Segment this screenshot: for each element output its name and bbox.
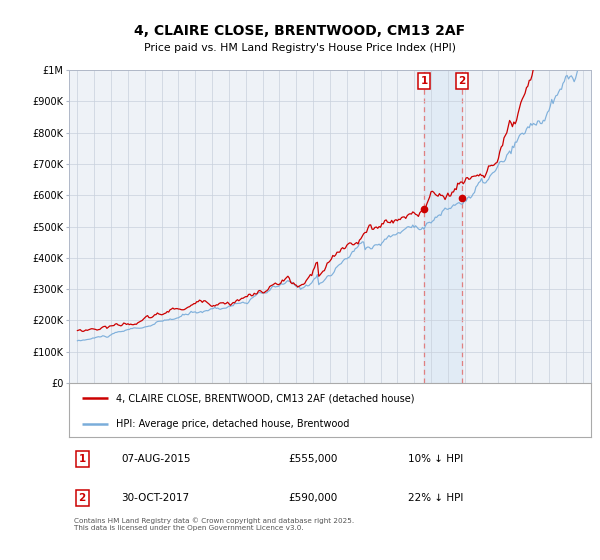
- Text: Price paid vs. HM Land Registry's House Price Index (HPI): Price paid vs. HM Land Registry's House …: [144, 43, 456, 53]
- Text: HPI: Average price, detached house, Brentwood: HPI: Average price, detached house, Bren…: [116, 419, 349, 428]
- Text: Contains HM Land Registry data © Crown copyright and database right 2025.
This d: Contains HM Land Registry data © Crown c…: [74, 517, 355, 531]
- Text: 1: 1: [421, 76, 428, 86]
- Text: 2: 2: [458, 76, 466, 86]
- Text: 10% ↓ HPI: 10% ↓ HPI: [409, 454, 464, 464]
- Text: 1: 1: [79, 454, 86, 464]
- Text: 07-AUG-2015: 07-AUG-2015: [121, 454, 191, 464]
- Text: 4, CLAIRE CLOSE, BRENTWOOD, CM13 2AF: 4, CLAIRE CLOSE, BRENTWOOD, CM13 2AF: [134, 24, 466, 38]
- Text: 2: 2: [79, 493, 86, 503]
- Text: 22% ↓ HPI: 22% ↓ HPI: [409, 493, 464, 503]
- Text: £555,000: £555,000: [288, 454, 338, 464]
- Text: £590,000: £590,000: [288, 493, 337, 503]
- Text: 30-OCT-2017: 30-OCT-2017: [121, 493, 190, 503]
- Text: 4, CLAIRE CLOSE, BRENTWOOD, CM13 2AF (detached house): 4, CLAIRE CLOSE, BRENTWOOD, CM13 2AF (de…: [116, 393, 415, 403]
- Bar: [424, 70, 462, 383]
